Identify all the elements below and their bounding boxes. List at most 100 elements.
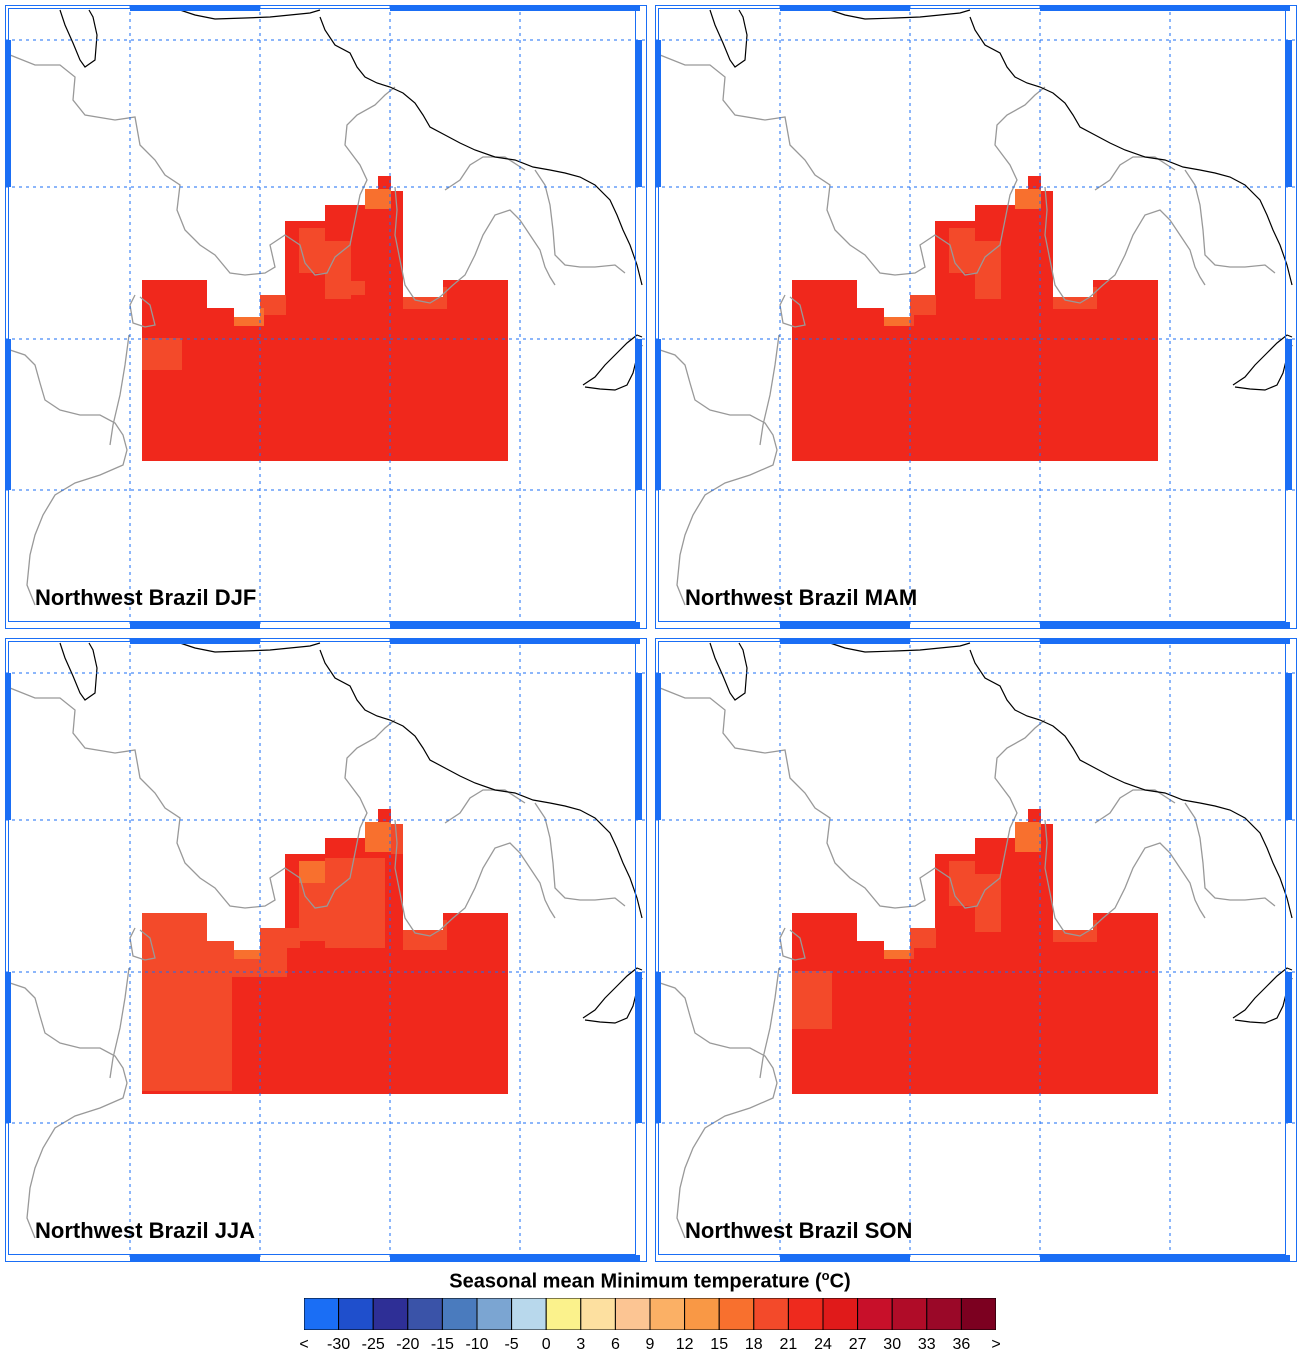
- temperature-region: [142, 176, 508, 461]
- colorbar-tick-label: 9: [645, 1336, 655, 1353]
- temperature-cell: [949, 861, 975, 906]
- colorbar-swatch: [649, 1298, 686, 1330]
- temperature-field: [792, 809, 1158, 1094]
- frame-ticks: [655, 638, 1292, 1261]
- temperature-cell: [299, 228, 325, 273]
- temperature-region: [142, 809, 508, 1094]
- colorbar-swatch: [545, 1298, 582, 1330]
- map-panel-jja: Northwest Brazil JJA: [5, 638, 647, 1262]
- colorbar-tick-label: 6: [610, 1336, 620, 1353]
- colorbar-tick-label: -30: [327, 1336, 351, 1353]
- colorbar-swatch: [926, 1298, 962, 1330]
- temperature-cell: [260, 928, 300, 948]
- map-frame: [655, 638, 1297, 1262]
- colorbar-tick-label: >: [991, 1336, 1001, 1353]
- panel-title: Northwest Brazil DJF: [35, 585, 257, 610]
- map-frame: [5, 5, 647, 629]
- legend-title: Seasonal mean Minimum temperature (oC): [449, 1268, 851, 1293]
- colorbar-swatch: [718, 1298, 755, 1330]
- frame-ticks: [655, 5, 1292, 628]
- colorbar-tick-label: 36: [952, 1336, 971, 1353]
- graticule: [5, 638, 647, 1262]
- colorbar-swatch: [960, 1298, 996, 1330]
- colorbar-tick-label: 12: [675, 1336, 694, 1353]
- temperature-cell: [910, 928, 936, 948]
- temperature-cell: [1015, 189, 1041, 209]
- graticule: [5, 5, 647, 629]
- colorbar-tick-label: 15: [710, 1336, 729, 1353]
- colorbar-swatch: [580, 1298, 616, 1330]
- colorbar-tick-label: 30: [883, 1336, 902, 1353]
- coastline: [59, 9, 643, 391]
- colorbar-swatch: [476, 1298, 513, 1330]
- colorbar-tick-label: 33: [917, 1336, 936, 1353]
- colorbar-swatch: [441, 1298, 478, 1330]
- panel-title: Northwest Brazil SON: [685, 1218, 913, 1243]
- colorbar-tick-label: 21: [779, 1336, 798, 1353]
- colorbar-tick-label: -15: [430, 1336, 454, 1353]
- temperature-region: [792, 809, 1158, 1094]
- colorbar-swatch: [372, 1298, 409, 1330]
- temperature-cell: [910, 295, 936, 315]
- country-borders: [9, 687, 626, 1239]
- map-canvas: [5, 638, 647, 1262]
- colorbar-tick-label: 3: [576, 1336, 586, 1353]
- temperature-cell: [325, 241, 351, 299]
- map-frame: [5, 638, 647, 1262]
- colorbar: [304, 1298, 996, 1330]
- colorbar-swatch: [891, 1298, 928, 1330]
- colorbar-swatch: [304, 1298, 340, 1330]
- country-borders: [9, 54, 626, 606]
- colorbar-tick-label: -10: [465, 1336, 489, 1353]
- temperature-cell: [365, 189, 391, 209]
- colorbar-tick-label: -20: [396, 1336, 420, 1353]
- panel-title: Northwest Brazil MAM: [685, 585, 918, 610]
- coastline: [709, 9, 1293, 391]
- colorbar-swatch: [338, 1298, 374, 1330]
- graticule: [655, 638, 1297, 1262]
- temperature-cell: [975, 874, 1001, 932]
- temperature-cell: [351, 281, 365, 295]
- temperature-cell: [975, 241, 1001, 299]
- colorbar-labels: < -30 -25 -20 -15 -10 -5 0 3 6 9 12 15 18 21 24 27 30 33 36…: [0, 1336, 1300, 1356]
- map-panel-djf: Northwest Brazil DJF: [5, 5, 647, 629]
- colorbar-swatch: [857, 1298, 893, 1330]
- colorbar-tick-label: -25: [361, 1336, 385, 1353]
- colorbar-tick-label: 24: [814, 1336, 832, 1353]
- temperature-region: [792, 176, 1158, 461]
- colorbar-tick-label: 18: [744, 1336, 763, 1353]
- map-panel-son: Northwest Brazil SON: [655, 638, 1297, 1262]
- frame-ticks: [5, 638, 642, 1261]
- colorbar-tick-label: 0: [541, 1336, 551, 1353]
- temperature-cell: [142, 913, 207, 971]
- temperature-cell: [260, 295, 286, 315]
- temperature-cell: [142, 338, 182, 370]
- map-canvas: [5, 5, 647, 629]
- temperature-cell: [949, 228, 975, 273]
- map-canvas: [655, 638, 1297, 1262]
- colorbar-swatch: [787, 1298, 824, 1330]
- map-canvas: [655, 5, 1297, 629]
- colorbar-swatch: [407, 1298, 443, 1330]
- country-borders: [659, 54, 1276, 606]
- colorbar-swatch: [614, 1298, 651, 1330]
- temperature-cell: [1015, 822, 1041, 852]
- coastline: [59, 642, 643, 1024]
- temperature-cell: [351, 914, 365, 944]
- frame-ticks: [5, 5, 642, 628]
- colorbar-swatch: [753, 1298, 789, 1330]
- graticule: [655, 5, 1297, 629]
- map-frame: [655, 5, 1297, 629]
- colorbar-tick-label: 27: [848, 1336, 867, 1353]
- temperature-cell: [792, 971, 832, 1029]
- colorbar-swatch: [822, 1298, 859, 1330]
- coastline: [709, 642, 1293, 1024]
- panel-title: Northwest Brazil JJA: [35, 1218, 256, 1243]
- colorbar-swatch: [684, 1298, 720, 1330]
- colorbar-tick-label: -5: [504, 1336, 519, 1353]
- map-panel-mam: Northwest Brazil MAM: [655, 5, 1297, 629]
- colorbar-tick-label: <: [299, 1336, 309, 1353]
- temperature-cell: [142, 971, 232, 1091]
- temperature-cell: [365, 822, 391, 852]
- country-borders: [659, 687, 1276, 1239]
